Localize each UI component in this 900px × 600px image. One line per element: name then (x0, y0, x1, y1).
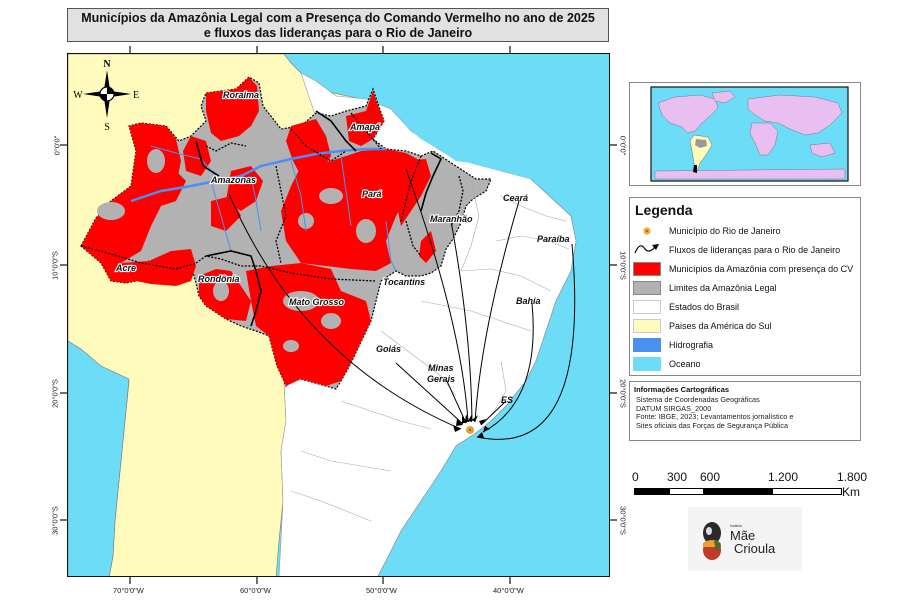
label-minas-gerais-2: Gerais (427, 374, 455, 384)
info-line: Fonte: IBGE, 2023; Levantamentos jornalí… (636, 412, 794, 421)
scale-tick-300: 300 (667, 470, 688, 484)
legend-item-amazonia: Limites da Amazônia Legal (633, 280, 777, 296)
mae-crioula-logo: Instituto Mãe Crioula (688, 507, 802, 571)
legend-item-cv: Municípios da Amazônia com presença do C… (633, 261, 853, 277)
map-title-line1: Municípios da Amazônia Legal com a Prese… (81, 11, 595, 25)
flow-arrow-icon (633, 241, 661, 260)
swatch-estados (633, 300, 661, 314)
label-ceara: Ceará (503, 193, 528, 203)
label-rondonia: Rondônia (198, 274, 240, 284)
label-acre: Acre (115, 263, 136, 273)
inset-amazonia (695, 139, 707, 148)
svg-text:N: N (103, 59, 111, 70)
svg-text:Instituto: Instituto (730, 524, 742, 528)
scale-bar-graphic (634, 488, 842, 495)
cv-presence-municipalities (81, 77, 436, 386)
label-amazonas: Amazonas (210, 175, 256, 185)
scale-tick-600: 600 (700, 470, 721, 484)
axis-label-40w: 40°0'0"W (493, 586, 524, 595)
leadership-flow-arrows (228, 168, 576, 440)
legend-item-paises: Paises da América do Sul (633, 318, 772, 334)
map-title: Municípios da Amazônia Legal com a Prese… (67, 8, 609, 42)
map-title-line2: e fluxos das lideranças para o Rio de Ja… (203, 26, 473, 40)
svg-text:S: S (104, 122, 110, 133)
main-map[interactable]: Roraima Amapá Amazonas Pará Maranhão Cea… (67, 53, 610, 577)
legend-panel: Legenda Município do Rio de Janeiro Flux… (629, 197, 861, 376)
scale-tick-0: 0 (632, 470, 639, 484)
axis-label-right-10s: 10°0'0"S (618, 251, 628, 280)
label-roraima: Roraima (223, 90, 259, 100)
label-es: ES (501, 395, 513, 405)
axis-label-left-0: 0°0'0" (52, 135, 62, 156)
inset-world-map (629, 82, 861, 186)
logo-graphic: Instituto Mãe Crioula (703, 522, 776, 560)
hydrography (130, 145, 397, 272)
state-boundaries-solid (195, 110, 443, 327)
legend-item-hidrografia: Hidrografia (633, 337, 713, 353)
swatch-hidrografia (633, 338, 661, 352)
axis-label-70w: 70°0'0"W (113, 586, 144, 595)
label-tocantins: Tocantins (383, 277, 425, 287)
rio-de-janeiro-point (466, 426, 474, 434)
amazonia-non-cv-patches (97, 149, 376, 352)
info-line: DATUM SIRGAS_2000 (636, 403, 712, 413)
legend-item-rio: Município do Rio de Janeiro (633, 223, 781, 239)
arrow-heads (453, 414, 490, 438)
svg-text:W: W (73, 90, 83, 101)
label-maranhao: Maranhão (430, 214, 473, 224)
pacific-ocean (68, 340, 130, 576)
axis-label-right-0: 0°0'0" (618, 135, 628, 156)
rio-point-icon (633, 226, 661, 236)
axis-label-left-30s: 30°0'0"S (50, 506, 60, 535)
info-line: Sistema de Coordenadas Geográficas (636, 395, 760, 404)
axis-label-right-30s: 30°0'0"S (618, 506, 628, 535)
scale-tick-1200: 1.200 (768, 470, 799, 484)
north-arrow-icon: N S W E (73, 59, 139, 133)
axis-label-left-20s: 20°0'0"S (50, 379, 60, 408)
label-amapa: Amapá (349, 122, 380, 132)
axis-label-50w: 50°0'0"W (366, 586, 397, 595)
label-mato-grosso: Mato Grosso (289, 297, 345, 307)
scale-bar: 0 300 600 1.200 1.800 Km (630, 470, 870, 505)
world-map-canvas (650, 86, 849, 182)
label-bahia: Bahia (516, 296, 541, 306)
swatch-oceano (633, 357, 661, 371)
scale-tick-1800: 1.800 (837, 470, 868, 484)
axis-label-right-20s: 20°0'0"S (618, 379, 628, 408)
swatch-paises (633, 319, 661, 333)
scale-unit: Km (842, 485, 860, 499)
atlantic-ocean (284, 54, 609, 576)
axis-label-60w: 60°0'0"W (240, 586, 271, 595)
cartographic-info: Informações Cartográficas Sistema de Coo… (629, 381, 861, 441)
label-minas-gerais-1: Minas (428, 363, 454, 373)
legend-item-fluxos: Fluxos de lideranças para o Rio de Janei… (633, 242, 840, 258)
brazil-state-lines (290, 180, 570, 522)
info-line: Sites oficiais das Forças de Segurança P… (636, 420, 789, 430)
swatch-amazonia (633, 281, 661, 295)
legend-title: Legenda (635, 202, 693, 218)
svg-text:Crioula: Crioula (734, 541, 776, 556)
legend-item-oceano: Oceano (633, 356, 701, 372)
info-title: Informações Cartográficas (634, 385, 730, 394)
axis-label-left-10s: 10°0'0"S (50, 251, 60, 280)
swatch-cv (633, 262, 661, 276)
svg-text:Mãe: Mãe (730, 528, 755, 543)
label-goias: Goiás (376, 344, 401, 354)
legend-item-estados: Estados do Brasil (633, 299, 739, 315)
map-canvas: Roraima Amapá Amazonas Pará Maranhão Cea… (68, 54, 609, 576)
svg-text:E: E (133, 90, 139, 101)
label-para: Pará (362, 189, 382, 199)
label-paraiba: Paraíba (537, 234, 570, 244)
